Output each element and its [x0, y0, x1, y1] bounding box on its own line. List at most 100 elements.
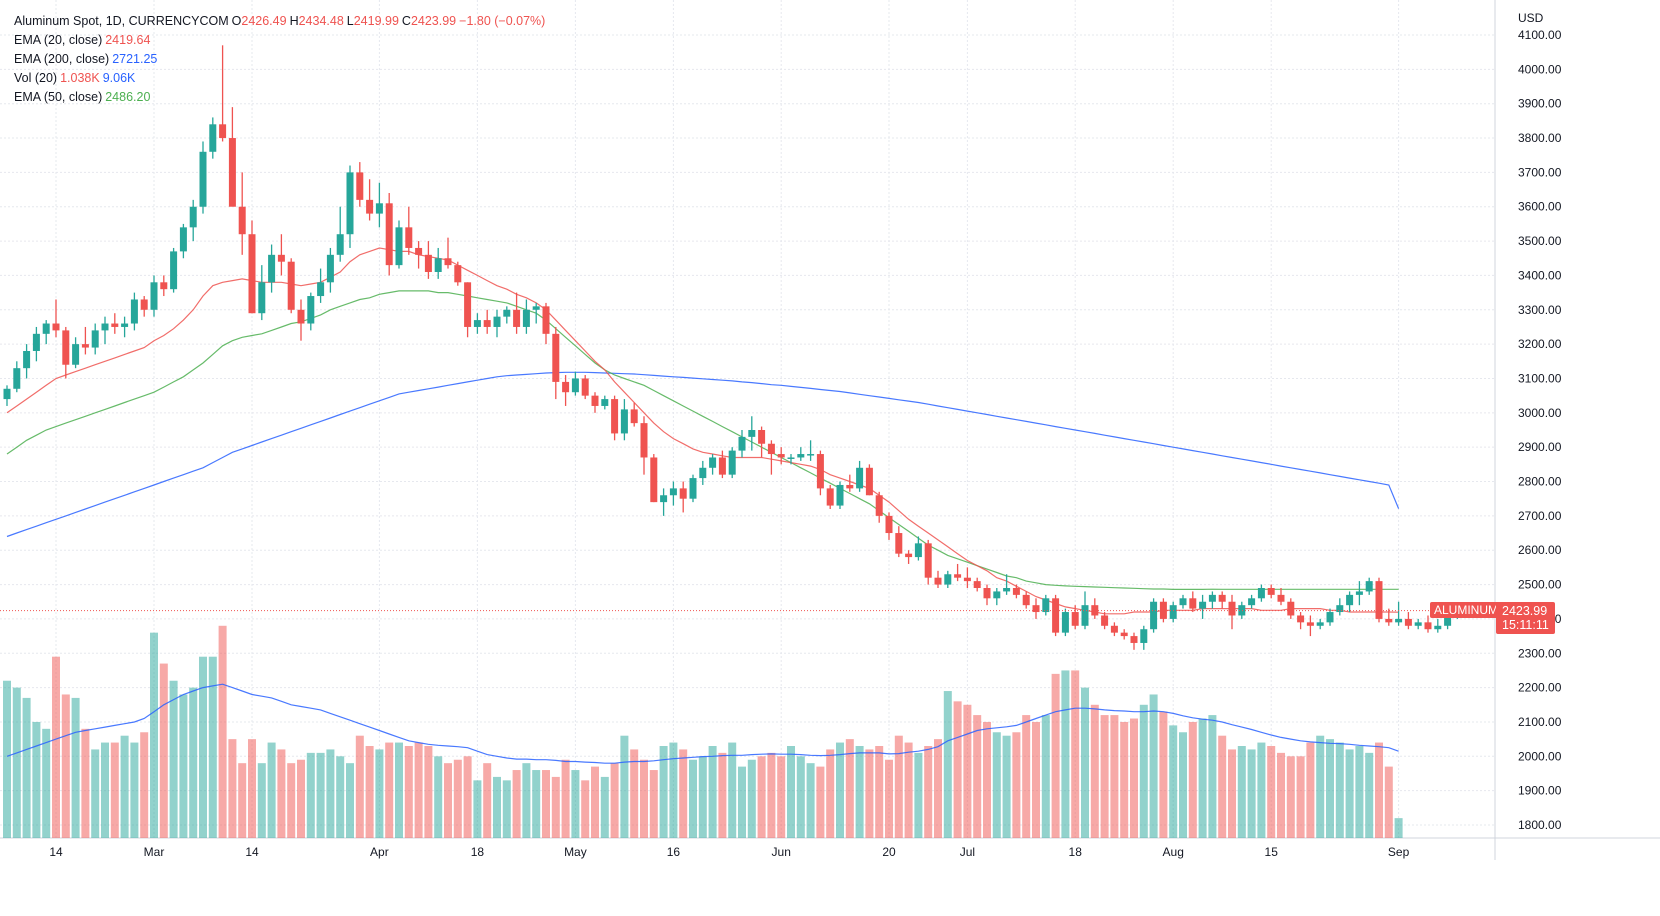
volume-bar [708, 746, 717, 838]
high-label: H [289, 14, 299, 28]
candle-body [914, 543, 922, 558]
price-tick-label: 3500.00 [1518, 234, 1562, 248]
price-tick-label: 2000.00 [1518, 749, 1562, 763]
volume-bar [894, 735, 903, 838]
volume-bar [444, 763, 452, 838]
candle-body [199, 151, 207, 207]
candle-body [1375, 581, 1383, 619]
price-tick-label: 1800.00 [1518, 818, 1562, 832]
candle-body [179, 227, 187, 252]
volume-bar [914, 752, 923, 838]
candle-body [1257, 588, 1265, 599]
volume-bar [483, 763, 492, 838]
volume-bar [1277, 752, 1285, 838]
candle-body [836, 484, 844, 506]
candle-body [62, 330, 70, 365]
candle-body [277, 254, 285, 262]
ema50-line [6, 290, 1399, 591]
volume-bar [267, 742, 276, 838]
volume-bar [1051, 673, 1060, 838]
volume-bar [747, 759, 756, 838]
volume-bar [130, 742, 139, 838]
candle-body [32, 333, 40, 351]
change-value: −1.80 (−0.07%) [459, 14, 546, 28]
legend-ohlc-row[interactable]: Aluminum Spot, 1D, CURRENCYCOM O2426.49 H2… [14, 12, 548, 31]
volume-bar [365, 746, 374, 838]
candle-body [307, 296, 315, 324]
volume-bar [689, 759, 697, 838]
volume-bar [924, 746, 933, 838]
legend-volume-row[interactable]: Vol (20) 1.038K 9.06K [14, 69, 548, 88]
volume-bar [434, 756, 443, 838]
volume-bar [767, 752, 776, 838]
price-tick-label: 3800.00 [1518, 131, 1562, 145]
candle-body [699, 467, 707, 479]
candle-body [1150, 601, 1158, 630]
volume-bar [81, 728, 90, 838]
time-tick-label: 14 [49, 845, 63, 859]
legend-ema20-row[interactable]: EMA (20, close) 2419.64 [14, 31, 548, 50]
volume-bar [218, 625, 227, 838]
volume-bar [1100, 715, 1109, 838]
candle-body [1208, 594, 1216, 602]
candle-body [1130, 636, 1138, 643]
volume-bar [561, 759, 570, 838]
price-tick-label: 3700.00 [1518, 165, 1562, 179]
candle-body [405, 227, 413, 248]
candle-body [640, 423, 648, 458]
candle-body [571, 378, 579, 393]
volume-bar [757, 756, 766, 838]
candle-body [1414, 622, 1422, 626]
candle-body [1248, 598, 1256, 606]
candle-body [1012, 588, 1020, 595]
candle-body [160, 282, 168, 290]
last-price-value: 2423.99 [1502, 604, 1548, 618]
volume-bar [659, 746, 668, 838]
volume-bar [453, 759, 462, 838]
volume-bar [1208, 715, 1217, 838]
candle-body [591, 395, 599, 406]
candle-body [562, 381, 570, 393]
candle-body [895, 533, 903, 554]
candle-body [121, 323, 129, 327]
volume-bar [992, 732, 1001, 838]
time-tick-label: Mar [144, 845, 165, 859]
volume-bar [32, 721, 41, 838]
legend-ema50-row[interactable]: EMA (50, close) 2486.20 [14, 88, 548, 107]
volume-bar [257, 763, 266, 838]
volume-bar [355, 735, 364, 838]
candle-body [1003, 588, 1011, 592]
candle-body [1218, 594, 1226, 602]
candle-body [856, 467, 864, 489]
candle-body [483, 320, 491, 327]
volume-bar [1130, 718, 1138, 838]
legend-ema200-row[interactable]: EMA (200, close) 2721.25 [14, 50, 548, 69]
price-tick-label: 3900.00 [1518, 97, 1562, 111]
candle-body [1238, 605, 1246, 616]
volume-bar [277, 749, 286, 838]
volume-bar [1306, 742, 1315, 838]
volume-bar [1071, 670, 1080, 838]
time-tick-label: Jun [772, 845, 791, 859]
volume-bar [120, 735, 129, 838]
candle-body [1189, 598, 1197, 609]
volume-bar [728, 742, 737, 838]
candle-body [1444, 615, 1452, 626]
candle-body [1277, 594, 1285, 602]
candle-body [522, 309, 530, 327]
volume-value: 1.038K [60, 71, 100, 85]
candle-body [1267, 588, 1275, 595]
candle-body [1169, 605, 1177, 619]
volume-bar [189, 687, 198, 838]
volume-bar [777, 756, 786, 838]
volume-bar [502, 780, 511, 838]
volume-bar [1247, 749, 1256, 838]
countdown-value: 15:11:11 [1502, 618, 1549, 632]
candle-body [170, 251, 178, 290]
candle-body [454, 265, 462, 283]
volume-label: Vol (20) [14, 71, 58, 85]
volume-bar [287, 763, 296, 838]
candle-body [209, 124, 217, 152]
candle-body [1101, 615, 1109, 626]
